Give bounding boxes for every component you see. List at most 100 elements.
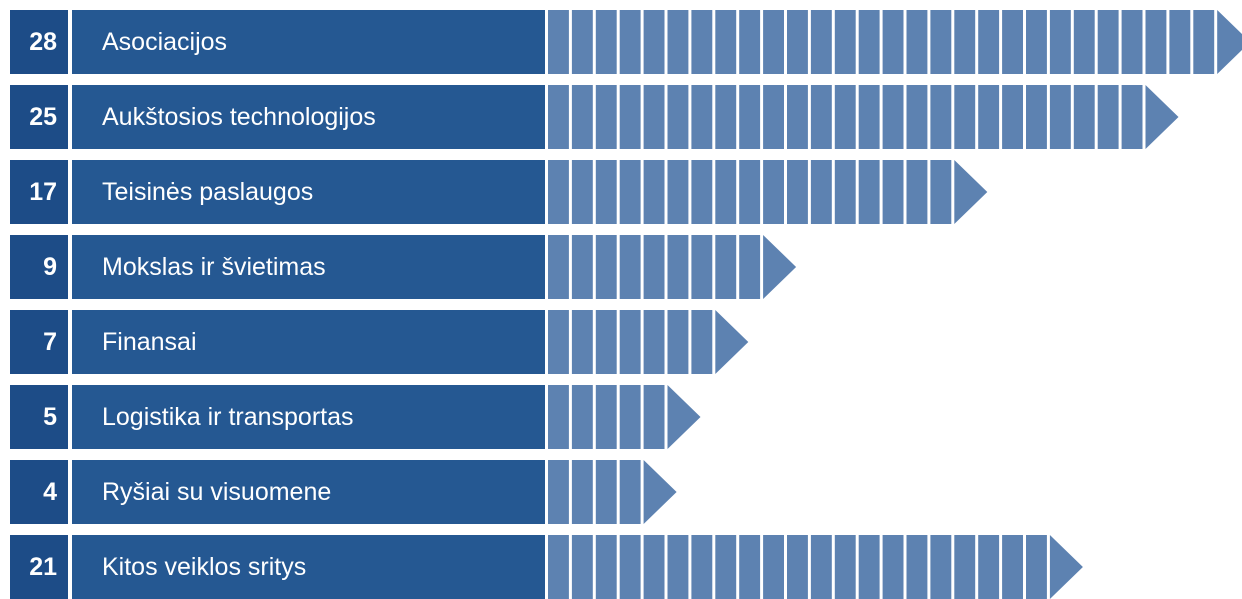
category-label: Teisinės paslaugos bbox=[72, 160, 545, 224]
category-label: Ryšiai su visuomene bbox=[72, 460, 545, 524]
bar-segment bbox=[691, 160, 713, 224]
bar-segment bbox=[882, 535, 904, 599]
bar-segment bbox=[667, 10, 689, 74]
bar-segment bbox=[548, 235, 569, 299]
bar bbox=[548, 160, 988, 224]
value-label: 25 bbox=[10, 85, 68, 149]
bar-segment bbox=[954, 535, 976, 599]
bar-segment bbox=[930, 10, 952, 74]
bar bbox=[548, 460, 677, 524]
bar-segment bbox=[619, 160, 641, 224]
bar-segment bbox=[667, 160, 689, 224]
bar-segment bbox=[1073, 10, 1095, 74]
bar-segment bbox=[548, 535, 569, 599]
bar-segment bbox=[1073, 85, 1095, 149]
category-label: Kitos veiklos sritys bbox=[72, 535, 545, 599]
bar-segment bbox=[906, 160, 928, 224]
bar-segment bbox=[1049, 85, 1071, 149]
bar-segment bbox=[1097, 85, 1119, 149]
category-label: Finansai bbox=[72, 310, 545, 374]
bar-segment bbox=[595, 85, 617, 149]
bar-segment bbox=[691, 10, 713, 74]
bar-segment bbox=[858, 10, 880, 74]
bar-segment bbox=[978, 85, 1000, 149]
bar-segment bbox=[882, 85, 904, 149]
category-label: Mokslas ir švietimas bbox=[72, 235, 545, 299]
category-label: Logistika ir transportas bbox=[72, 385, 545, 449]
bar-segment bbox=[1193, 10, 1215, 74]
bar-segment bbox=[619, 310, 641, 374]
bar-segment bbox=[1026, 10, 1047, 74]
bar-segment bbox=[643, 85, 665, 149]
bar-segment bbox=[715, 85, 737, 149]
bar-segment bbox=[667, 235, 689, 299]
bar bbox=[548, 385, 701, 449]
bar-segment bbox=[667, 85, 689, 149]
bar-segment bbox=[763, 10, 784, 74]
bar-segment bbox=[787, 160, 808, 224]
bar-segment bbox=[834, 85, 856, 149]
bar-segment bbox=[595, 160, 617, 224]
bar-segment bbox=[715, 235, 737, 299]
bar-segment bbox=[715, 535, 737, 599]
bar-arrow-tip bbox=[1145, 85, 1179, 149]
bar-segment bbox=[1145, 10, 1167, 74]
bar-segment bbox=[548, 85, 569, 149]
bar-segment bbox=[619, 535, 641, 599]
bar-segment bbox=[691, 535, 713, 599]
bar-segment bbox=[834, 10, 856, 74]
value-label: 28 bbox=[10, 10, 68, 74]
bar-segment bbox=[739, 85, 761, 149]
bar-segment bbox=[619, 385, 641, 449]
bar-segment bbox=[787, 10, 808, 74]
bar-segment bbox=[619, 235, 641, 299]
bar-segment bbox=[763, 535, 784, 599]
bar-segment bbox=[1026, 535, 1047, 599]
category-label: Aukštosios technologijos bbox=[72, 85, 545, 149]
bar-segment bbox=[619, 85, 641, 149]
bar-segment bbox=[763, 85, 784, 149]
bar-segment bbox=[1002, 85, 1023, 149]
bar-segment bbox=[739, 535, 761, 599]
value-label: 4 bbox=[10, 460, 68, 524]
bar-segment bbox=[978, 10, 1000, 74]
bar-segment bbox=[954, 10, 976, 74]
bar-segment bbox=[643, 310, 665, 374]
bar-segment bbox=[739, 10, 761, 74]
bar-segment bbox=[810, 10, 832, 74]
bar-segment bbox=[571, 10, 593, 74]
bar-segment bbox=[858, 160, 880, 224]
bar-segment bbox=[882, 10, 904, 74]
bar-arrow-tip bbox=[763, 235, 797, 299]
bar-arrow-tip bbox=[643, 460, 677, 524]
bar-segment bbox=[834, 535, 856, 599]
bar bbox=[548, 535, 1083, 599]
bar-segment bbox=[739, 160, 761, 224]
value-label: 5 bbox=[10, 385, 68, 449]
bar-segment bbox=[787, 85, 808, 149]
bar-segment bbox=[906, 535, 928, 599]
bar-segment bbox=[595, 235, 617, 299]
bar-segment bbox=[906, 10, 928, 74]
bar-segment bbox=[930, 535, 952, 599]
category-label: Asociacijos bbox=[72, 10, 545, 74]
bar-segment bbox=[691, 310, 713, 374]
bar-segment bbox=[691, 235, 713, 299]
bar-segment bbox=[571, 310, 593, 374]
bar-segment bbox=[548, 460, 569, 524]
bar-segment bbox=[595, 385, 617, 449]
bar bbox=[548, 235, 797, 299]
bar-segment bbox=[882, 160, 904, 224]
bar-segment bbox=[643, 10, 665, 74]
bar-segment bbox=[739, 235, 761, 299]
bar-segment bbox=[1097, 10, 1119, 74]
bar-segment bbox=[763, 160, 784, 224]
value-label: 7 bbox=[10, 310, 68, 374]
bar-segment bbox=[1169, 10, 1191, 74]
bar-arrow-tip bbox=[954, 160, 988, 224]
bar-segment bbox=[1002, 535, 1023, 599]
bar-segment bbox=[595, 10, 617, 74]
bar-segment bbox=[1026, 85, 1047, 149]
bar-segment bbox=[787, 535, 808, 599]
